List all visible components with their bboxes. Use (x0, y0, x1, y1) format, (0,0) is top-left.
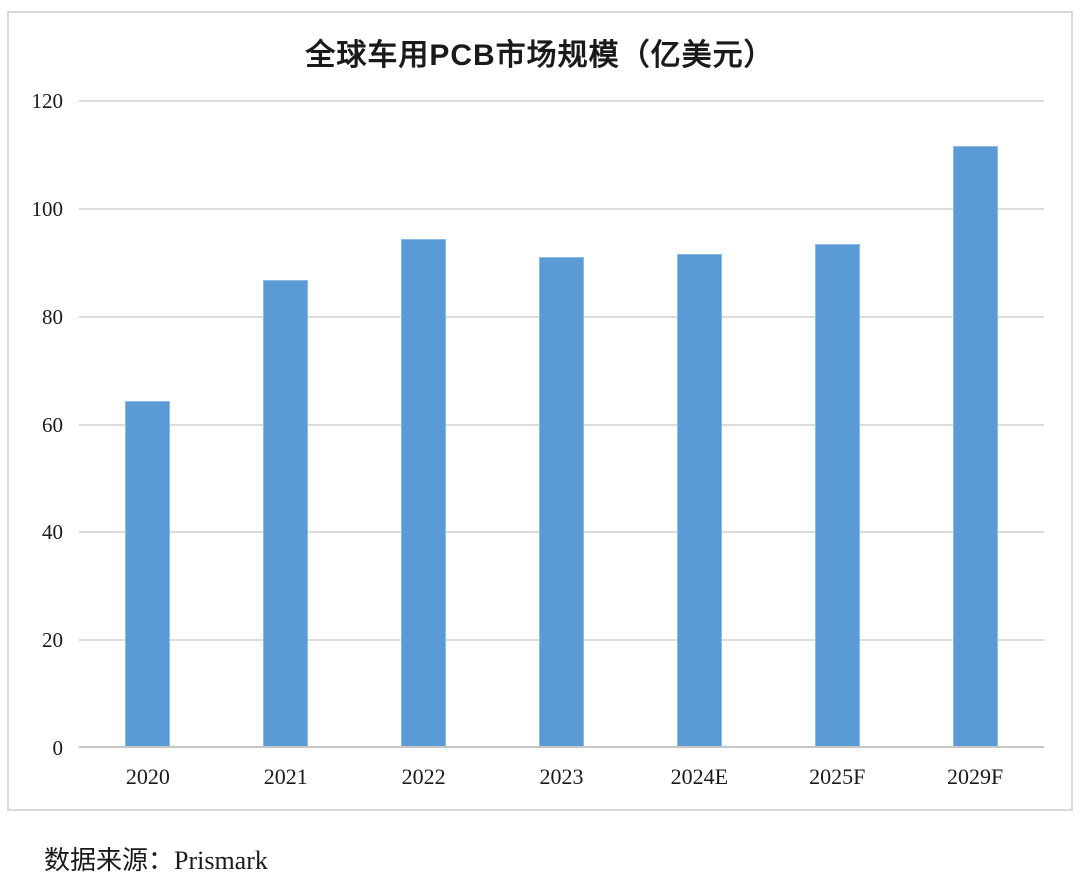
x-tick-label: 2020 (125, 764, 170, 789)
bar-2021 (263, 279, 309, 746)
source-note: 数据来源：Prismark (44, 846, 268, 875)
x-tick-label: 2022 (401, 764, 446, 789)
y-tick-label: 0 (52, 736, 64, 760)
y-tick-label: 60 (42, 412, 63, 437)
bar-2029F (952, 145, 998, 746)
gridline (79, 100, 1044, 102)
chart-title: 全球车用PCB市场规模（亿美元） (305, 39, 775, 72)
y-tick-label: 120 (31, 89, 64, 113)
bar-2025F (814, 243, 860, 746)
bar-2020 (125, 400, 171, 746)
x-tick-label: 2023 (539, 764, 584, 789)
plot-area (79, 100, 1044, 748)
x-tick-label: 2029F (946, 764, 1004, 789)
bar-2023 (539, 256, 584, 746)
gridline (79, 207, 1044, 210)
y-tick-label: 20 (42, 628, 63, 653)
y-tick-label: 80 (42, 304, 63, 329)
x-tick-label: 2025F (809, 764, 866, 789)
chart-frame: 全球车用PCB市场规模（亿美元） 0 20 40 60 80 100 120 2020 2021… (7, 11, 1073, 811)
y-tick-label: 40 (42, 520, 63, 545)
bar-2022 (401, 239, 447, 746)
bar-2024E (676, 253, 722, 746)
y-tick-label: 100 (31, 196, 64, 221)
x-tick-label: 2024E (670, 764, 729, 789)
x-tick-label: 2021 (263, 764, 308, 789)
